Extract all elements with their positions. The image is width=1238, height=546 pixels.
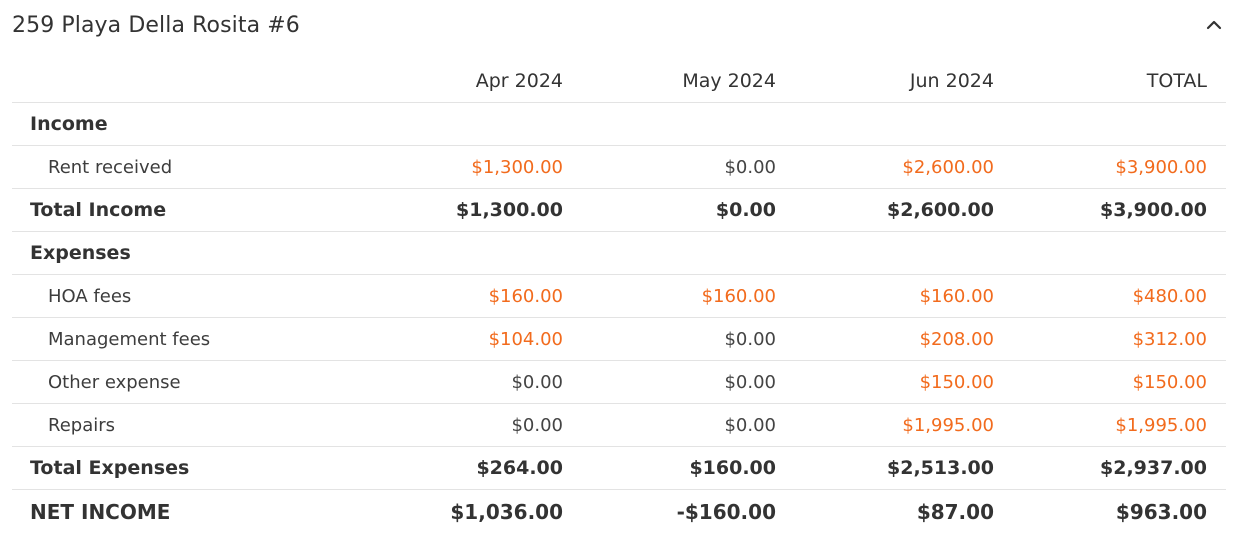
column-header-may-2024: May 2024: [582, 60, 795, 103]
amount-link[interactable]: $312.00: [1013, 317, 1226, 361]
row-label: Expenses: [12, 231, 346, 275]
amount-link[interactable]: $480.00: [1013, 274, 1226, 318]
amount-cell: [582, 231, 795, 275]
row-label: Total Expenses: [12, 446, 346, 490]
amount-cell: $0.00: [582, 145, 795, 189]
table-row-item: HOA fees $160.00 $160.00 $160.00 $480.00: [12, 274, 1226, 318]
collapse-button[interactable]: [1202, 13, 1226, 37]
amount-link[interactable]: $3,900.00: [1013, 145, 1226, 189]
row-label: Income: [12, 102, 346, 146]
amount-cell: [1013, 102, 1226, 146]
table-header-row: Apr 2024 May 2024 Jun 2024 TOTAL: [12, 60, 1226, 103]
row-label: Rent received: [12, 145, 346, 189]
table-row-item: Other expense $0.00 $0.00 $150.00 $150.00: [12, 360, 1226, 404]
amount-cell: $1,036.00: [450, 500, 563, 524]
amount-cell: $0.00: [582, 403, 795, 447]
amount-link[interactable]: $160.00: [582, 274, 795, 318]
amount-link[interactable]: $160.00: [795, 274, 1013, 318]
amount-cell: $3,900.00: [1013, 188, 1226, 232]
amount-cell: [346, 102, 582, 146]
table-row-net: NET INCOME $1,036.00 -$160.00 $87.00 $963.00: [12, 490, 1226, 535]
table-row-total: Total Income $1,300.00 $0.00 $2,600.00 $3,90…: [12, 188, 1226, 232]
amount-link[interactable]: $104.00: [346, 317, 582, 361]
column-header-label: [12, 60, 346, 103]
chevron-up-icon: [1206, 20, 1222, 30]
row-label: Management fees: [12, 317, 346, 361]
row-label: Other expense: [12, 360, 346, 404]
amount-link[interactable]: $2,600.00: [795, 145, 1013, 189]
amount-cell: $963.00: [1115, 500, 1207, 524]
amount-link[interactable]: $208.00: [795, 317, 1013, 361]
row-label: NET INCOME: [30, 500, 171, 524]
amount-cell: [346, 231, 582, 275]
amount-cell: $2,600.00: [795, 188, 1013, 232]
amount-link[interactable]: $1,995.00: [795, 403, 1013, 447]
property-title: 259 Playa Della Rosita #6: [12, 12, 300, 38]
row-label: Repairs: [12, 403, 346, 447]
amount-cell: [795, 102, 1013, 146]
amount-cell: $264.00: [346, 446, 582, 490]
amount-link[interactable]: $1,995.00: [1013, 403, 1226, 447]
amount-cell: $2,937.00: [1013, 446, 1226, 490]
column-header-apr-2024: Apr 2024: [346, 60, 582, 103]
column-header-jun-2024: Jun 2024: [795, 60, 1013, 103]
table-row-item: Repairs $0.00 $0.00 $1,995.00 $1,995.00: [12, 403, 1226, 447]
amount-cell: $1,300.00: [346, 188, 582, 232]
amount-cell: $87.00: [916, 500, 994, 524]
amount-link[interactable]: $160.00: [346, 274, 582, 318]
table-row-section: Income: [12, 102, 1226, 146]
amount-link[interactable]: $150.00: [1013, 360, 1226, 404]
amount-cell: $2,513.00: [795, 446, 1013, 490]
amount-cell: $0.00: [346, 360, 582, 404]
amount-cell: [582, 102, 795, 146]
amount-cell: $160.00: [582, 446, 795, 490]
amount-cell: $0.00: [346, 403, 582, 447]
income-statement-table: Apr 2024 May 2024 Jun 2024 TOTAL Income R…: [12, 60, 1226, 534]
table-row-total: Total Expenses $264.00 $160.00 $2,513.00 $2,…: [12, 446, 1226, 490]
amount-cell: $0.00: [582, 317, 795, 361]
amount-cell: -$160.00: [676, 500, 776, 524]
table-row-item: Rent received $1,300.00 $0.00 $2,600.00 $3,9…: [12, 145, 1226, 189]
amount-cell: $0.00: [582, 188, 795, 232]
amount-cell: $0.00: [582, 360, 795, 404]
row-label: HOA fees: [12, 274, 346, 318]
table-row-section: Expenses: [12, 231, 1226, 275]
row-label: Total Income: [12, 188, 346, 232]
table-row-item: Management fees $104.00 $0.00 $208.00 $312.0…: [12, 317, 1226, 361]
table-body: Income Rent received $1,300.00 $0.00 $2,600.…: [12, 102, 1226, 535]
amount-link[interactable]: $150.00: [795, 360, 1013, 404]
amount-cell: [795, 231, 1013, 275]
amount-cell: [1013, 231, 1226, 275]
column-header-total: TOTAL: [1013, 60, 1226, 103]
property-header: 259 Playa Della Rosita #6: [12, 0, 1226, 50]
amount-link[interactable]: $1,300.00: [346, 145, 582, 189]
